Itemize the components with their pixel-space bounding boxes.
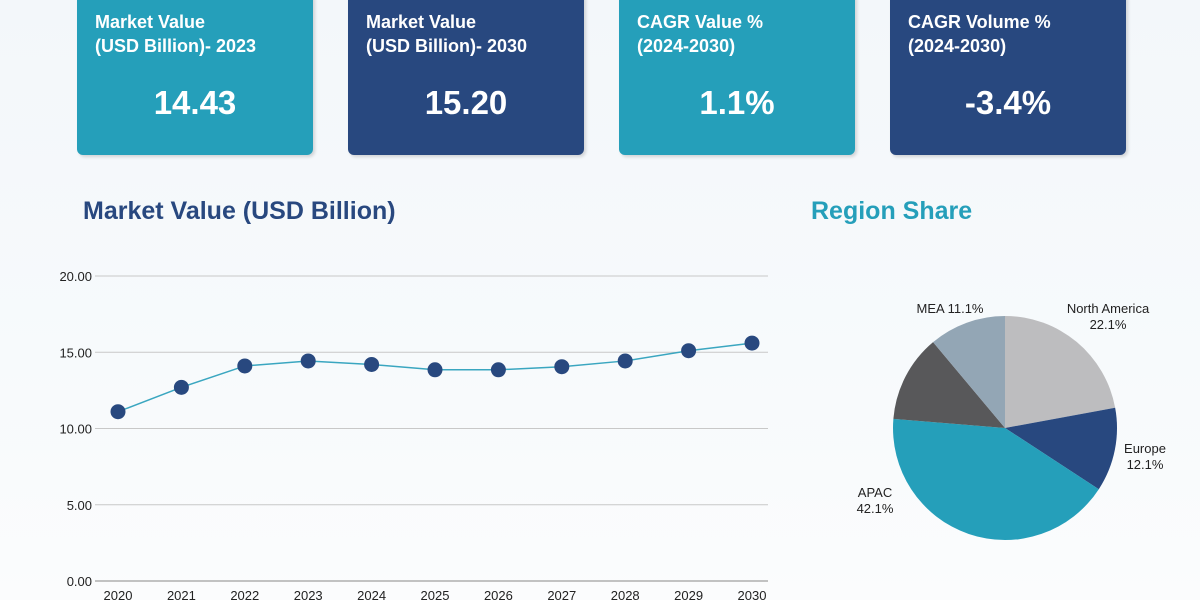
- line-chart-title: Market Value (USD Billion): [83, 197, 396, 225]
- card-subtitle: (USD Billion)- 2023: [95, 36, 257, 56]
- pie-label: North America: [1067, 301, 1150, 316]
- x-tick-label: 2030: [738, 588, 767, 600]
- pie-label: APAC: [858, 485, 892, 500]
- pie-slice-north-america: [1005, 316, 1116, 428]
- y-tick-label: 20.00: [59, 269, 92, 284]
- pie-value-label: 12.1%: [1127, 457, 1164, 472]
- data-point: [744, 335, 760, 351]
- pie-slice-apac: [893, 418, 1099, 540]
- x-tick-label: 2024: [357, 588, 386, 600]
- card-value: 15.20: [424, 84, 508, 121]
- pie-slice-europe: [1005, 407, 1117, 490]
- data-point: [681, 343, 697, 359]
- x-tick-label: 2025: [421, 588, 450, 600]
- card-subtitle: (2024-2030): [637, 36, 736, 56]
- data-point: [237, 358, 253, 374]
- x-tick-label: 2027: [547, 588, 576, 600]
- x-tick-label: 2029: [674, 588, 703, 600]
- pie-slice: [893, 342, 1005, 428]
- x-tick-label: 2022: [230, 588, 259, 600]
- x-tick-label: 2023: [294, 588, 323, 600]
- x-tick-label: 2026: [484, 588, 513, 600]
- data-point: [110, 404, 126, 420]
- y-tick-label: 0.00: [67, 574, 92, 589]
- card-value: -3.4%: [964, 84, 1052, 121]
- pie-value-label: 42.1%: [857, 501, 894, 516]
- card-title: CAGR Value %: [637, 12, 764, 32]
- data-point: [427, 362, 443, 378]
- data-point: [364, 356, 380, 372]
- series-line: [117, 342, 753, 413]
- card-subtitle: (USD Billion)- 2030: [366, 36, 528, 56]
- data-point: [300, 353, 316, 369]
- market-value-2030-card: Market Value (USD Billion)- 2030 15.20: [348, 0, 584, 155]
- data-point: [617, 353, 633, 369]
- pie-slice-mea: [933, 316, 1005, 428]
- pie-label: Europe: [1124, 441, 1166, 456]
- x-tick-label: 2020: [104, 588, 133, 600]
- x-tick-label: 2021: [167, 588, 196, 600]
- card-value: 1.1%: [699, 84, 775, 121]
- y-tick-label: 10.00: [59, 422, 92, 437]
- card-title: Market Value: [95, 12, 206, 32]
- market-value-2023-card: Market Value (USD Billion)- 2023 14.43: [77, 0, 313, 155]
- cagr-value-card: CAGR Value % (2024-2030) 1.1%: [619, 0, 855, 155]
- card-value: 14.43: [153, 84, 237, 121]
- pie-value-label: 22.1%: [1090, 317, 1127, 332]
- x-tick-label: 2028: [611, 588, 640, 600]
- cagr-volume-card: CAGR Volume % (2024-2030) -3.4%: [890, 0, 1126, 155]
- data-point: [173, 379, 189, 395]
- data-point: [554, 359, 570, 375]
- y-tick-label: 5.00: [67, 498, 92, 513]
- card-subtitle: (2024-2030): [908, 36, 1007, 56]
- card-title: Market Value: [366, 12, 477, 32]
- pie-label: MEA 11.1%: [917, 301, 984, 316]
- card-title: CAGR Volume %: [908, 12, 1051, 32]
- y-tick-label: 15.00: [59, 345, 92, 360]
- data-point: [490, 362, 506, 378]
- pie-chart-title: Region Share: [811, 197, 973, 225]
